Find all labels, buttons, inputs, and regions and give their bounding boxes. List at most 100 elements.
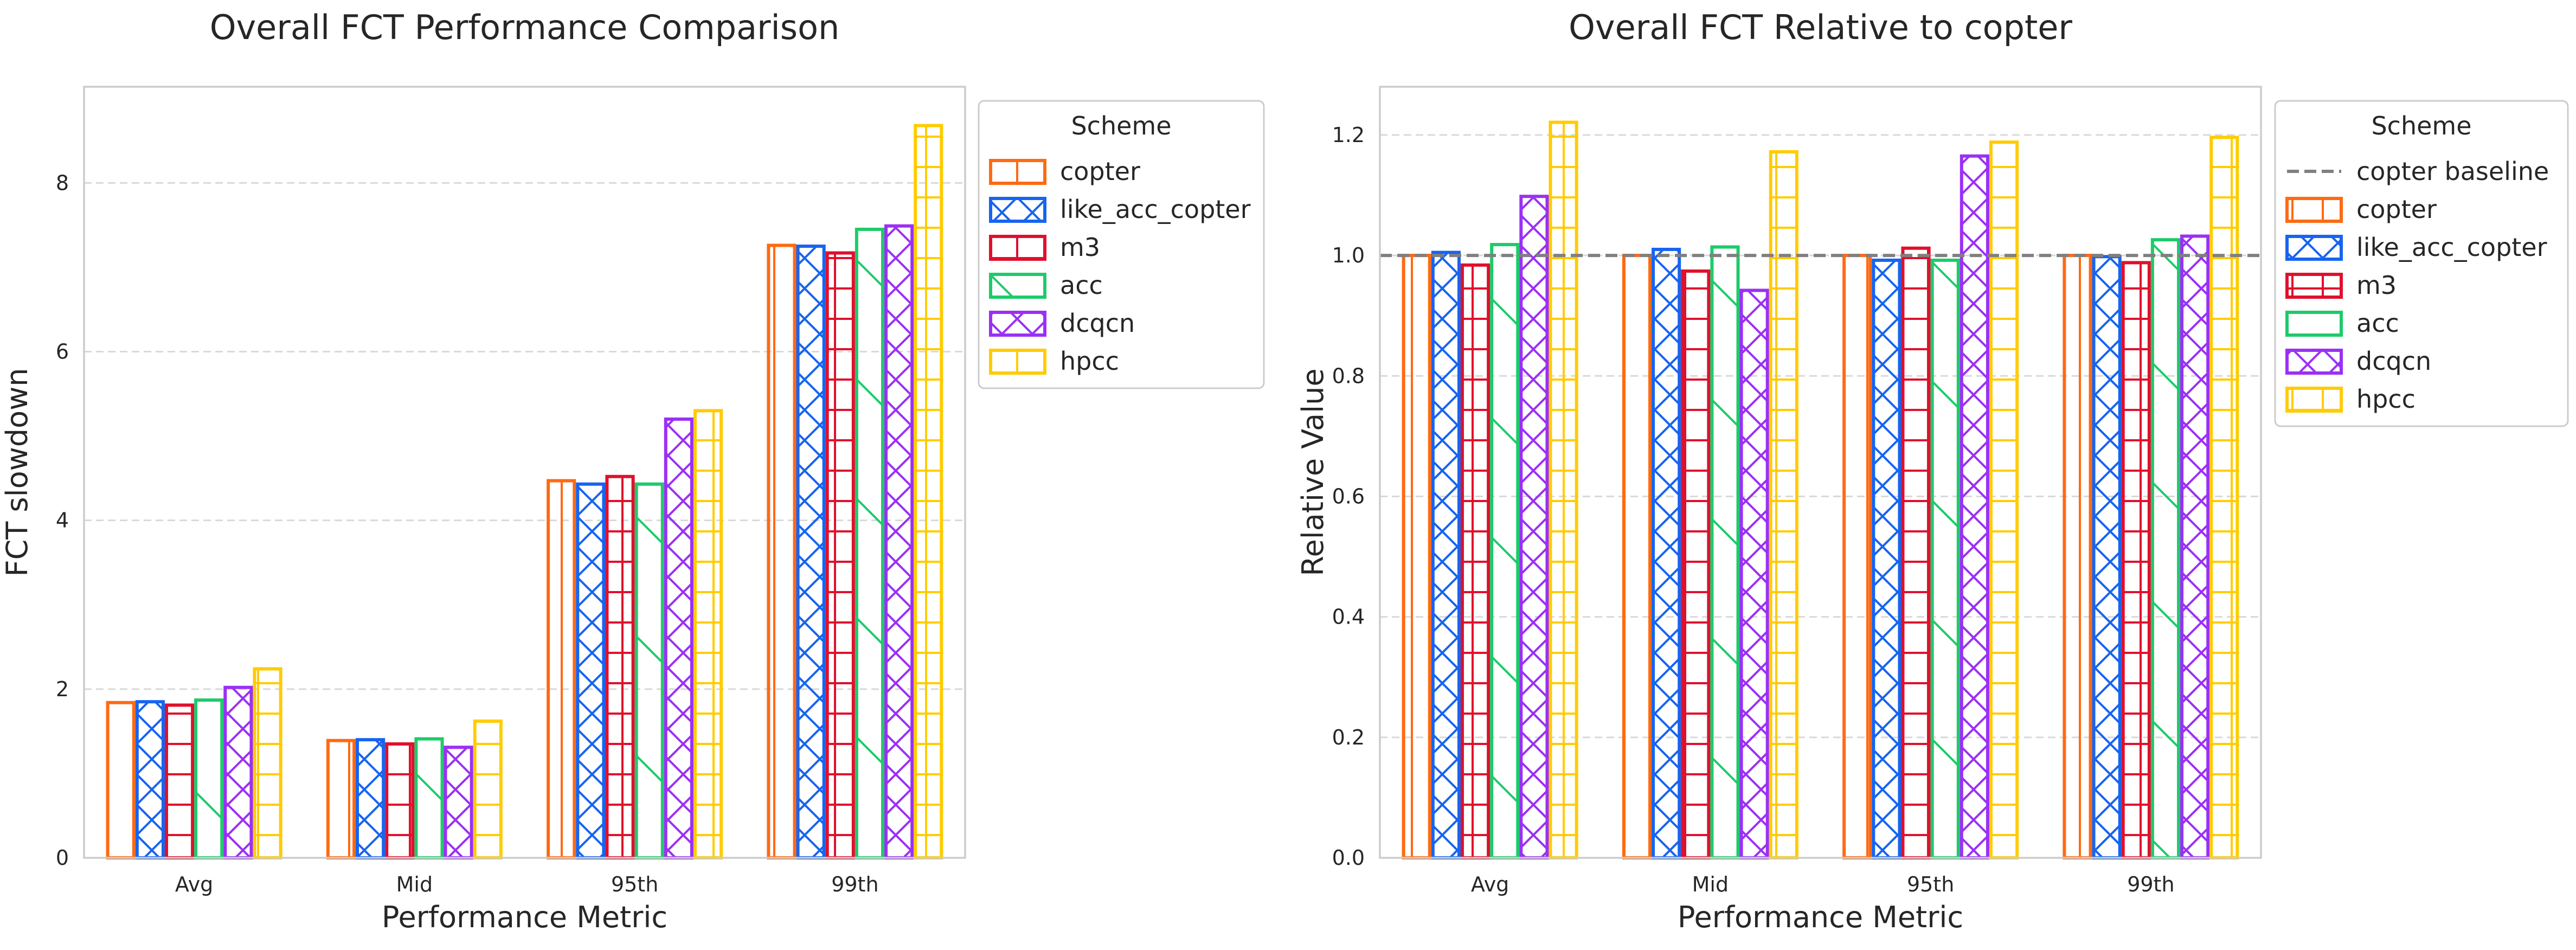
- bar-hpcc-Mid: [473, 719, 503, 859]
- bar-copter-99th: [2063, 254, 2092, 859]
- y-tick-label: 1.2: [1332, 123, 1365, 147]
- legend-label: like_acc_copter: [1060, 195, 1251, 224]
- bar-copter-Avg: [106, 701, 136, 859]
- bar-hpcc-99th: [914, 124, 943, 859]
- bar-m3-99th: [825, 251, 855, 860]
- bar-m3-95th: [605, 474, 635, 859]
- y-tick-label: 6: [56, 340, 69, 364]
- legend-label: acc: [2356, 309, 2399, 338]
- legend-swatch-hpcc: [989, 349, 1046, 375]
- chart-1: 0 2 4 6 8 Avg Mid 95th 99th Performance Metric FCT…: [0, 8, 1265, 934]
- bar-copter-95th: [1842, 254, 1872, 859]
- y-tick-label: 0.2: [1332, 726, 1365, 749]
- bar-acc-95th: [1930, 258, 1960, 860]
- legend-label: hpcc: [1060, 346, 1119, 376]
- bar-acc-Avg: [1490, 243, 1520, 859]
- bar-acc-95th: [634, 482, 664, 859]
- axes-frame: [1379, 86, 2262, 859]
- bar-dcqcn-99th: [884, 224, 914, 859]
- bar-like_acc_copter-95th: [576, 482, 606, 859]
- x-tick-label: Avg: [1471, 872, 1509, 896]
- legend-swatch-m3: [2285, 273, 2343, 299]
- bar-hpcc-Avg: [253, 667, 282, 859]
- y-tick-label: 0.4: [1332, 605, 1365, 629]
- x-tick-label: Mid: [396, 872, 433, 896]
- chart-title: Overall FCT Performance Comparison: [210, 8, 840, 47]
- bar-like_acc_copter-95th: [1872, 258, 1902, 860]
- bar-m3-95th: [1901, 246, 1931, 860]
- bar-copter-99th: [767, 243, 796, 860]
- bar-acc-Avg: [194, 698, 224, 860]
- bar-like_acc_copter-Mid: [1652, 247, 1681, 859]
- y-tick-label: 8: [56, 171, 69, 195]
- bar-acc-Mid: [1710, 245, 1740, 859]
- legend-title: Scheme: [2371, 111, 2471, 140]
- bar-copter-Mid: [1622, 254, 1652, 859]
- legend-swatch-dcqcn: [2285, 349, 2343, 375]
- legend-box: [2274, 100, 2569, 427]
- legend-swatch-m3: [989, 235, 1046, 261]
- bar-acc-99th: [2150, 238, 2181, 860]
- bar-m3-99th: [2121, 261, 2151, 859]
- bars: [1402, 120, 2239, 860]
- chart-title: Overall FCT Relative to copter: [1569, 8, 2072, 47]
- legend: Scheme copter baseline copter like_acc_copt…: [2274, 100, 2569, 427]
- y-axis-label: FCT slowdown: [0, 368, 34, 577]
- bar-copter-95th: [547, 479, 576, 859]
- legend-swatch-like_acc_copter: [989, 197, 1046, 223]
- bar-like_acc_copter-99th: [796, 245, 826, 860]
- legend-label: copter: [1060, 157, 1140, 186]
- bar-like_acc_copter-99th: [2092, 255, 2122, 859]
- bar-m3-Avg: [1460, 263, 1491, 859]
- bar-dcqcn-Avg: [1519, 195, 1549, 859]
- x-tick-label: 99th: [831, 872, 878, 896]
- legend-swatch-copter: [2285, 197, 2343, 223]
- legend-box: [978, 100, 1265, 389]
- legend-swatch-like_acc_copter: [2285, 235, 2343, 261]
- y-tick-label: 1.0: [1332, 243, 1365, 267]
- bar-acc-Mid: [414, 737, 444, 859]
- legend: Scheme copter like_acc_copter m3 acc dcqcn hpc…: [978, 100, 1265, 389]
- bar-m3-Mid: [1681, 269, 1711, 859]
- bar-hpcc-95th: [1989, 140, 2019, 859]
- bar-acc-99th: [855, 227, 885, 860]
- y-tick-label: 2: [56, 677, 69, 701]
- legend-title: Scheme: [1071, 111, 1171, 140]
- x-tick-label: Mid: [1692, 872, 1729, 896]
- legend-label: like_acc_copter: [2356, 233, 2547, 262]
- bar-copter-Avg: [1402, 254, 1431, 859]
- legend-label: copter: [2356, 195, 2437, 224]
- bars: [106, 124, 943, 860]
- legend-label: m3: [2356, 271, 2397, 300]
- bar-hpcc-Mid: [1769, 150, 1798, 860]
- legend-label: m3: [1060, 233, 1100, 262]
- bar-hpcc-99th: [2209, 136, 2239, 860]
- bar-m3-Avg: [164, 703, 195, 859]
- bar-dcqcn-99th: [2180, 234, 2210, 860]
- legend-label: dcqcn: [2356, 346, 2431, 376]
- x-tick-label: 99th: [2127, 872, 2174, 896]
- legend-label: hpcc: [2356, 384, 2416, 414]
- legend-label: acc: [1060, 271, 1103, 300]
- y-tick-label: 0.8: [1332, 364, 1365, 388]
- y-tick-label: 0: [56, 846, 69, 870]
- legend-swatch-copter: [989, 159, 1046, 185]
- legend-swatch-hpcc: [2285, 387, 2343, 413]
- x-tick-label: Avg: [175, 872, 213, 896]
- legend-swatch-acc: [2285, 311, 2343, 337]
- bar-dcqcn-Mid: [1739, 288, 1769, 860]
- bar-like_acc_copter-Mid: [356, 738, 386, 860]
- y-tick-label: 0.6: [1332, 484, 1365, 508]
- legend-swatch-acc: [989, 273, 1046, 299]
- y-tick-label: 4: [56, 509, 69, 532]
- bar-dcqcn-Mid: [444, 746, 473, 860]
- chart-2: 0.0 0.2 0.4 0.6 0.8 1.0 1.2 Avg Mid 95th 99th Perfo…: [1296, 8, 2569, 934]
- bar-dcqcn-95th: [1960, 154, 1989, 859]
- bar-dcqcn-95th: [664, 417, 693, 859]
- x-axis-label: Performance Metric: [1678, 900, 1963, 934]
- legend-label: copter baseline: [2356, 157, 2549, 186]
- bar-like_acc_copter-Avg: [135, 700, 165, 859]
- x-tick-label: 95th: [611, 872, 658, 896]
- x-axis-label: Performance Metric: [382, 900, 667, 934]
